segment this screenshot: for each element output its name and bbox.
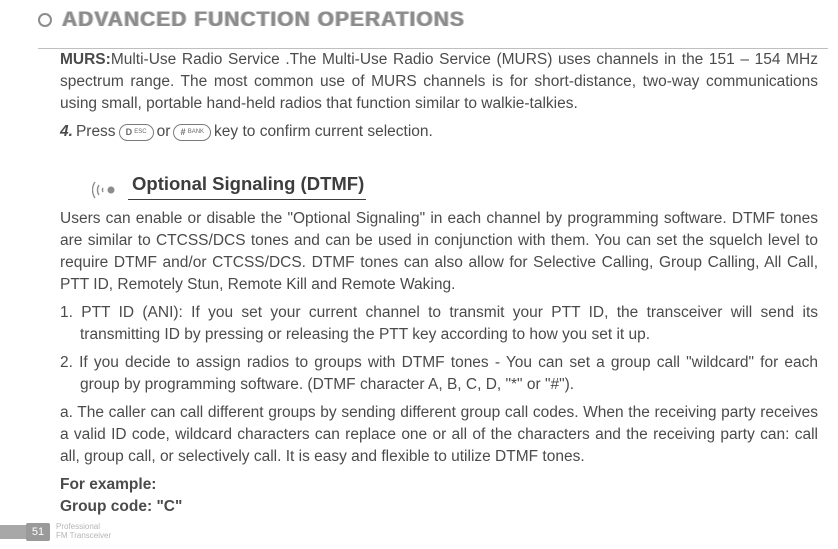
step-text-c: key to confirm current selection. xyxy=(214,121,433,143)
page-header: ADVANCED FUNCTION OPERATIONS xyxy=(10,8,828,32)
section-title: Optional Signaling (DTMF) xyxy=(128,171,366,200)
dtmf-intro: Users can enable or disable the "Optiona… xyxy=(60,208,818,296)
group-code-label: Group code: "C" xyxy=(60,496,818,518)
for-example-label: For example: xyxy=(60,474,818,496)
header-bullet-icon xyxy=(38,13,52,27)
section-header: Optional Signaling (DTMF) xyxy=(60,171,818,200)
page-number: 51 xyxy=(26,523,50,541)
list-item-1: 1. PTT ID (ANI): If you set your current… xyxy=(60,302,818,346)
murs-text: Multi-Use Radio Service .The Multi-Use R… xyxy=(60,51,818,112)
footer-text: Professional FM Transceiver xyxy=(56,523,111,541)
key-d-esc-icon: D ESC xyxy=(119,124,154,141)
page-title: ADVANCED FUNCTION OPERATIONS xyxy=(62,8,465,32)
signal-wave-icon xyxy=(92,180,118,200)
step-text-b: or xyxy=(157,121,171,143)
step-text-a: Press xyxy=(76,121,116,143)
footer-bar-icon xyxy=(0,525,28,539)
page-footer: 51 Professional FM Transceiver xyxy=(0,523,111,541)
step-number: 4. xyxy=(60,121,73,143)
paragraph-a: a. The caller can call different groups … xyxy=(60,402,818,468)
murs-paragraph: MURS:Multi-Use Radio Service .The Multi-… xyxy=(60,49,818,115)
step-4-line: 4. Press D ESC or # BANK key to confirm … xyxy=(60,121,818,143)
key-hash-bank-icon: # BANK xyxy=(173,124,211,141)
murs-label: MURS: xyxy=(60,51,111,68)
list-item-2: 2. If you decide to assign radios to gro… xyxy=(60,352,818,396)
